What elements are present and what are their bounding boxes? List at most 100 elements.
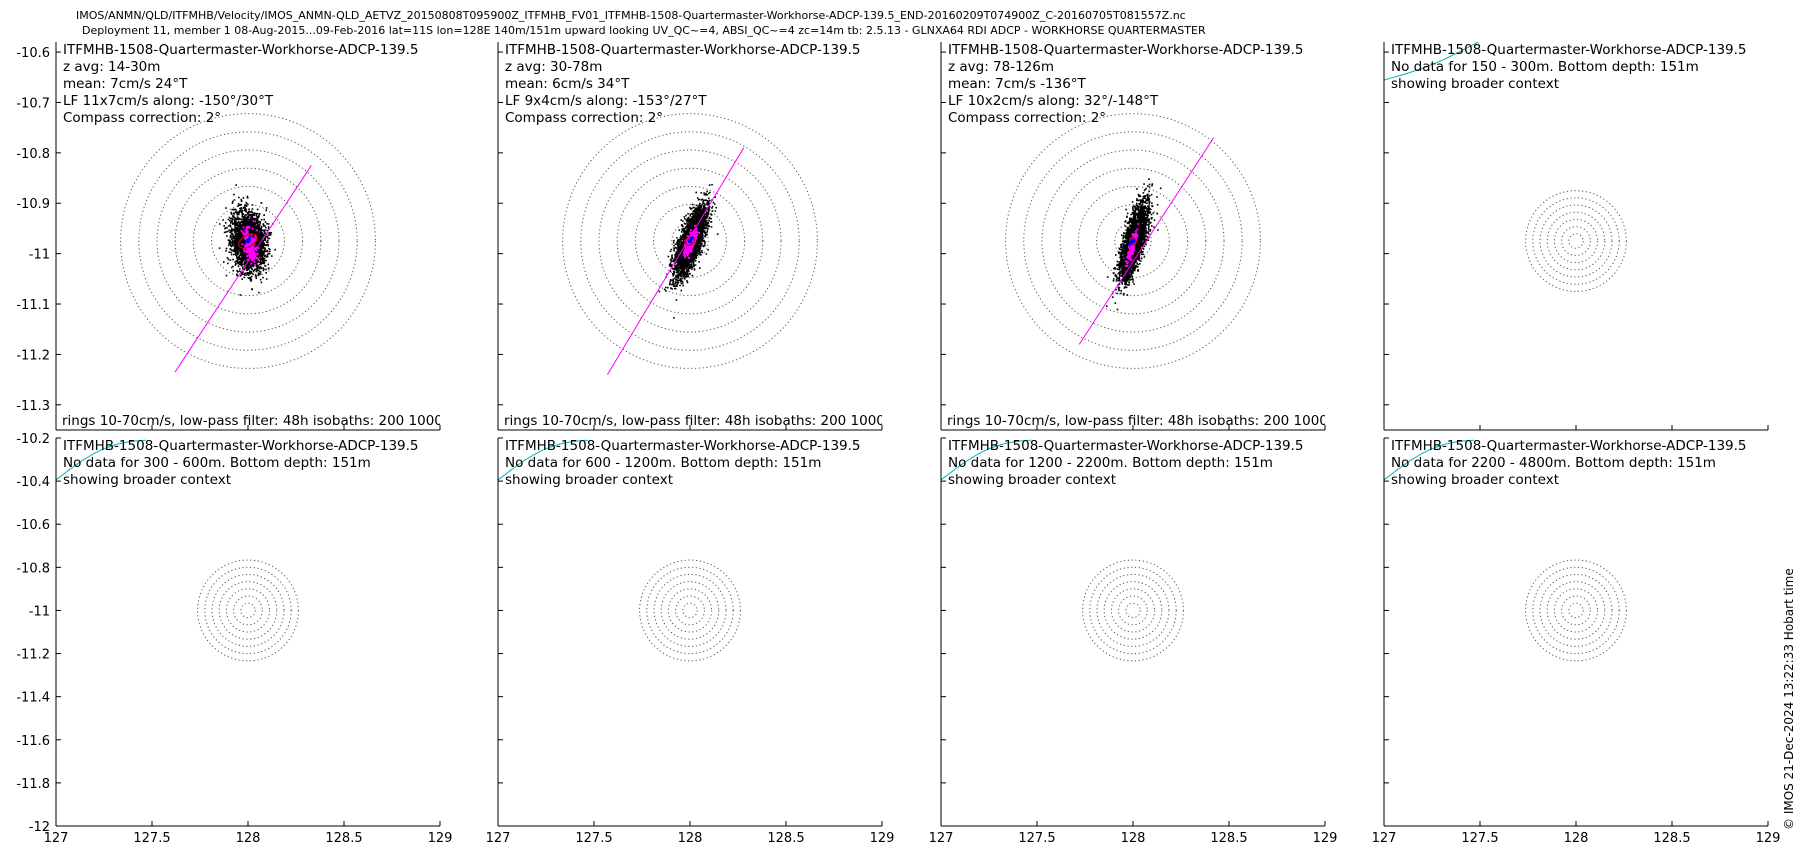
ring-60cms	[1532, 566, 1620, 655]
ring-60cms	[204, 566, 292, 655]
principal-axis-line	[1078, 137, 1215, 345]
panel-plot-area: rings 10-70cm/s, low-pass filter: 48h is…	[62, 113, 440, 429]
mean-velocity-dot	[687, 238, 693, 244]
ring-60cms	[1089, 566, 1177, 655]
panel-info-line: LF 9x4cm/s along: -153°/27°T	[505, 93, 707, 109]
ring-10cms	[682, 602, 698, 619]
ring-50cms	[598, 149, 782, 333]
ring-60cms	[1532, 197, 1620, 285]
ring-70cms	[562, 113, 818, 369]
panel-plot-area	[941, 439, 1184, 662]
panel-info-line: z avg: 30-78m	[505, 59, 602, 75]
ring-30cms	[1553, 218, 1599, 264]
y-tick-label: -10.9	[16, 197, 50, 212]
mean-velocity-dot	[245, 238, 251, 244]
panel-info-line: No data for 300 - 600m. Bottom depth: 15…	[63, 455, 371, 471]
ring-30cms	[225, 588, 271, 633]
panel-info-line: showing broader context	[1391, 76, 1559, 92]
panel-info-line: mean: 7cm/s -136°T	[948, 76, 1087, 92]
ring-40cms	[1103, 581, 1163, 640]
x-tick-label: 128.5	[1210, 831, 1247, 846]
isobath-line	[498, 439, 589, 481]
panel-info-line: Compass correction: 2°	[505, 110, 663, 126]
ring-60cms	[1023, 131, 1243, 351]
mean-velocity-dot	[1130, 238, 1136, 244]
panel-plot-area: rings 10-70cm/s, low-pass filter: 48h is…	[504, 113, 962, 429]
panel-plot-area	[1384, 439, 1627, 662]
panel-3: rings 10-70cm/s, low-pass filter: 48h is…	[940, 42, 1326, 431]
ring-40cms	[174, 167, 322, 315]
panel-1: rings 10-70cm/s, low-pass filter: 48h is…	[16, 42, 441, 431]
y-tick-label: -11.4	[16, 691, 50, 706]
x-tick-label: 127	[1372, 831, 1397, 846]
ring-30cms	[634, 185, 746, 297]
panel-info-line: showing broader context	[505, 472, 673, 488]
panel-info-line: No data for 150 - 300m. Bottom depth: 15…	[1391, 59, 1699, 75]
y-tick-label: -10.6	[16, 518, 50, 533]
ring-40cms	[616, 167, 764, 315]
panel-footer: rings 10-70cm/s, low-pass filter: 48h is…	[504, 413, 962, 429]
y-tick-label: -10.2	[16, 432, 50, 447]
ring-50cms	[1539, 573, 1613, 647]
x-tick-label: 128.5	[1653, 831, 1690, 846]
x-tick-label: 128.5	[767, 831, 804, 846]
ring-50cms	[1096, 573, 1170, 647]
ring-40cms	[660, 581, 720, 640]
panel-info-line: z avg: 14-30m	[63, 59, 160, 75]
ring-70cms	[1525, 559, 1627, 662]
ring-70cms	[120, 113, 376, 369]
y-tick-label: -12	[29, 820, 50, 835]
figure-title-line1: IMOS/ANMN/QLD/ITFMHB/Velocity/IMOS_ANMN-…	[76, 9, 1186, 22]
ring-20cms	[1118, 595, 1148, 626]
panel-info-line: z avg: 78-126m	[948, 59, 1054, 75]
ring-20cms	[233, 595, 263, 626]
ring-70cms	[197, 559, 299, 662]
ring-50cms	[653, 573, 727, 647]
isobath-line	[1384, 42, 1480, 81]
principal-axis-line	[607, 147, 745, 375]
panel-title: ITFMHB-1508-Quartermaster-Workhorse-ADCP…	[505, 438, 861, 454]
ring-10cms	[671, 222, 709, 260]
lowpass-variance-ellipse	[238, 233, 258, 249]
ring-60cms	[580, 131, 800, 351]
lowpass-scatter-points	[240, 220, 260, 266]
ring-20cms	[1561, 226, 1591, 256]
isobath-line	[1384, 439, 1475, 481]
ring-20cms	[675, 595, 705, 626]
y-tick-label: -10.7	[16, 96, 50, 111]
ring-50cms	[156, 149, 340, 333]
ring-30cms	[1553, 588, 1599, 633]
y-tick-label: -10.4	[16, 475, 50, 490]
y-tick-label: -11.6	[16, 734, 50, 749]
panel-title: ITFMHB-1508-Quartermaster-Workhorse-ADCP…	[1391, 42, 1747, 58]
panel-info-line: No data for 1200 - 2200m. Bottom depth: …	[948, 455, 1273, 471]
y-tick-label: -11.8	[16, 777, 50, 792]
x-tick-label: 127	[44, 831, 69, 846]
ring-50cms	[1041, 149, 1225, 333]
ring-30cms	[1077, 185, 1189, 297]
x-tick-label: 129	[870, 831, 895, 846]
y-tick-label: -10.8	[16, 561, 50, 576]
ring-20cms	[653, 204, 727, 278]
panel-plot-area	[498, 439, 741, 662]
ring-40cms	[218, 581, 278, 640]
y-tick-label: -11.1	[16, 298, 50, 313]
isobath-line	[941, 439, 1032, 481]
ring-70cms	[1082, 559, 1184, 662]
ring-50cms	[211, 573, 285, 647]
panel-title: ITFMHB-1508-Quartermaster-Workhorse-ADCP…	[948, 42, 1304, 58]
ring-30cms	[667, 588, 713, 633]
y-tick-label: -10.6	[16, 46, 50, 61]
x-tick-label: 128	[1121, 831, 1146, 846]
ring-20cms	[1561, 595, 1591, 626]
x-tick-label: 129	[1756, 831, 1781, 846]
y-tick-label: -11.3	[16, 399, 50, 414]
panel-info-line: mean: 7cm/s 24°T	[63, 76, 188, 92]
panel-info-line: No data for 600 - 1200m. Bottom depth: 1…	[505, 455, 821, 471]
x-tick-label: 128	[678, 831, 703, 846]
x-tick-label: 127.5	[1461, 831, 1498, 846]
principal-axis-line	[174, 165, 312, 373]
panel-title: ITFMHB-1508-Quartermaster-Workhorse-ADCP…	[63, 42, 419, 58]
ring-30cms	[192, 185, 304, 297]
